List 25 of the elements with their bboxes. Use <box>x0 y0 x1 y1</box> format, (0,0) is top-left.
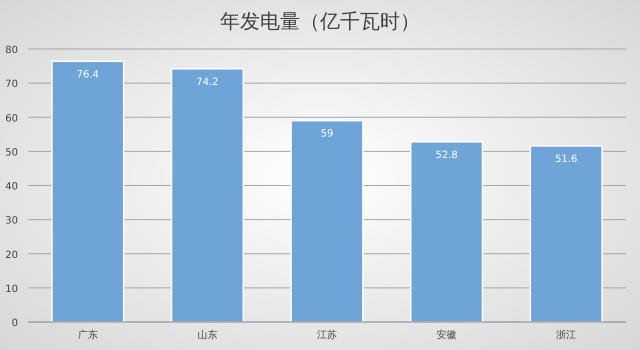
y-tick-label: 40 <box>5 182 18 192</box>
y-tick-label: 50 <box>5 147 18 158</box>
data-label: 52.8 <box>435 150 458 161</box>
data-label: 59 <box>320 128 334 140</box>
bar <box>530 145 603 323</box>
bar <box>51 60 124 323</box>
bar <box>410 141 484 323</box>
bar <box>290 120 364 323</box>
y-tick-label: 70 <box>5 79 18 90</box>
y-tick-label: 20 <box>5 250 18 261</box>
x-tick-label: 山东 <box>197 329 218 341</box>
x-tick-label: 浙江 <box>556 329 576 341</box>
y-tick-label: 30 <box>5 216 18 227</box>
x-tick-label: 安徽 <box>436 329 457 341</box>
x-tick-label: 广东 <box>78 329 98 341</box>
y-tick-label: 10 <box>5 284 18 295</box>
y-tick-label: 80 <box>5 45 18 56</box>
data-label: 74.2 <box>196 76 219 88</box>
y-tick-label: 60 <box>5 113 18 124</box>
bar <box>170 68 244 323</box>
y-tick-label: 0 <box>12 318 18 329</box>
data-label: 76.4 <box>76 69 99 80</box>
chart-title: 年发电量（亿千瓦时） <box>220 9 420 33</box>
data-label: 51.6 <box>555 154 578 165</box>
x-tick-label: 江苏 <box>317 329 337 341</box>
